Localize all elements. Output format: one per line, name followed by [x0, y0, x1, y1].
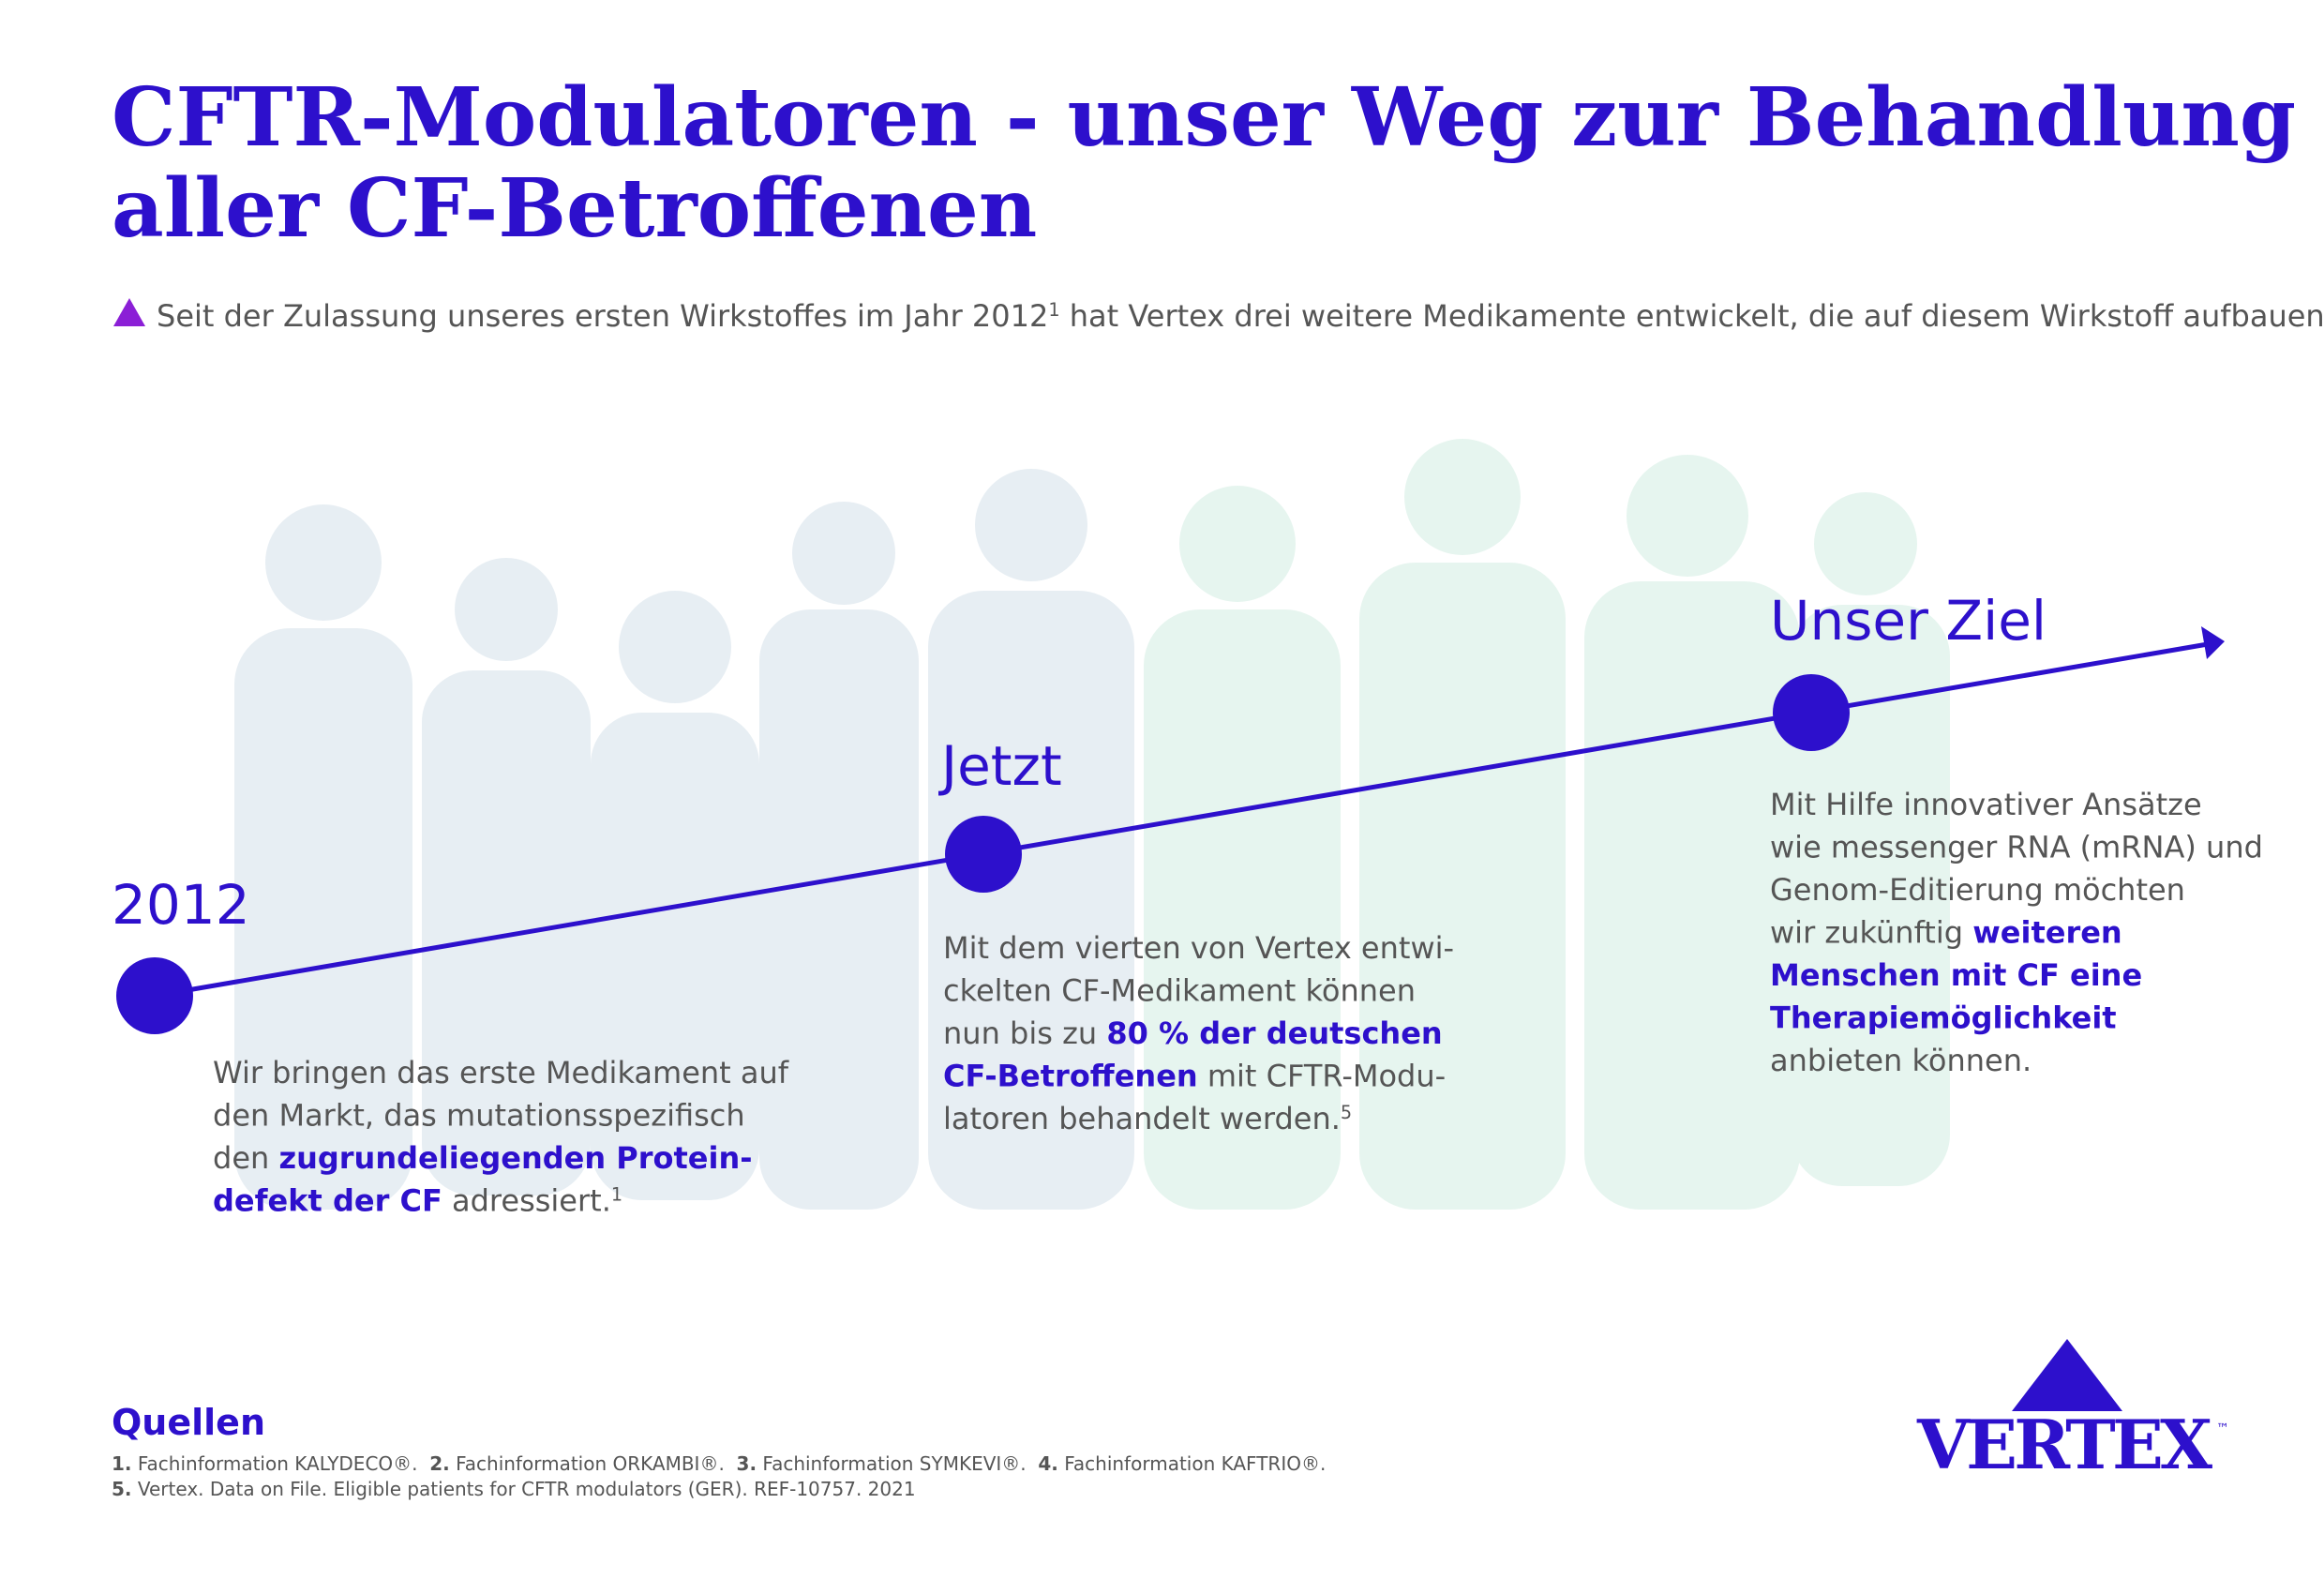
text-run: Wir bringen das erste Medikament auf — [213, 1055, 789, 1090]
text-run: defekt der CF — [213, 1183, 442, 1219]
milestone-text-line: CF-Betroffenen mit CFTR-Modu- — [943, 1059, 1446, 1094]
milestone-text-line: defekt der CF adressiert.1 — [213, 1183, 622, 1219]
logo-tm: ™ — [2216, 1421, 2229, 1436]
text-run: Vertex. Data on File. Eligible patients … — [132, 1478, 916, 1500]
text-run: latoren behandelt werden. — [943, 1101, 1341, 1136]
title-line: CFTR-Modulatoren - unser Weg zur Behandl… — [112, 70, 2296, 165]
milestone-label: 2012 — [112, 873, 250, 937]
text-run: Menschen mit CF eine — [1770, 957, 2142, 993]
text-run: Mit dem vierten von Vertex entwi- — [943, 930, 1454, 966]
timeline-node — [116, 957, 193, 1034]
text-run: 3. — [737, 1452, 757, 1475]
text-run: weiteren — [1972, 915, 2122, 951]
text-run: 4. — [1038, 1452, 1058, 1475]
text-run: 5. — [112, 1478, 132, 1500]
milestone-label: Jetzt — [938, 734, 1062, 798]
text-run: den — [213, 1140, 278, 1176]
milestone-text-line: wie messenger RNA (mRNA) und — [1770, 830, 2263, 865]
timeline — [154, 626, 2225, 999]
text-run: Fachinformation ORKAMBI®. — [450, 1452, 737, 1475]
text-run: hat Vertex drei weitere Medikamente entw… — [1060, 298, 2324, 334]
superscript: 5 — [1341, 1102, 1352, 1123]
milestone-text-line: Wir bringen das erste Medikament auf — [213, 1055, 789, 1090]
superscript: 1 — [611, 1183, 622, 1205]
timeline-node — [1773, 674, 1850, 751]
arrow-head — [2201, 626, 2225, 659]
text-run: Genom-Editierung möchten — [1770, 872, 2185, 908]
text-run: Fachinformation KALYDECO®. — [132, 1452, 430, 1475]
bullet-triangle — [113, 298, 145, 326]
text-run: mit CFTR-Modu- — [1198, 1059, 1447, 1094]
text-run: Therapiemöglichkeit — [1770, 1000, 2117, 1036]
milestone-text-line: latoren behandelt werden.5 — [943, 1101, 1352, 1136]
milestone-text-line: Mit dem vierten von Vertex entwi- — [943, 930, 1454, 966]
text-run: 80 % der deutschen — [1106, 1015, 1442, 1051]
source-line: 5. Vertex. Data on File. Eligible patien… — [112, 1478, 916, 1500]
title-line: aller CF-Betroffenen — [112, 161, 1037, 256]
milestone-text-line: wir zukünftig weiteren — [1770, 915, 2122, 951]
text-run: den Markt, das mutationsspezifisch — [213, 1098, 745, 1134]
text-run: 2. — [429, 1452, 450, 1475]
subtitle: Seit der Zulassung unseres ersten Wirkst… — [157, 298, 2324, 334]
milestone-text-line: Mit Hilfe innovativer Ansätze — [1770, 787, 2202, 822]
text-run: Fachinformation SYMKEVI®. — [757, 1452, 1038, 1475]
text-run: adressiert. — [442, 1183, 611, 1219]
text-run: wir zukünftig — [1770, 915, 1972, 951]
text-run: zugrundeliegenden Protein- — [278, 1140, 752, 1176]
text-run: Fachinformation KAFTRIO®. — [1058, 1452, 1326, 1475]
silhouettes — [234, 439, 1950, 1210]
text-run: ckelten CF-Medikament können — [943, 973, 1416, 1009]
milestone-text-line: Genom-Editierung möchten — [1770, 872, 2185, 908]
text-run: wie messenger RNA (mRNA) und — [1770, 830, 2263, 865]
text-run: CF-Betroffenen — [943, 1059, 1198, 1094]
milestone-label: Unser Ziel — [1770, 589, 2047, 653]
milestone-text-line: ckelten CF-Medikament können — [943, 973, 1416, 1009]
milestone-text-line: den Markt, das mutationsspezifisch — [213, 1098, 745, 1134]
milestone-text-line: Menschen mit CF eine — [1770, 957, 2142, 993]
text-run: nun bis zu — [943, 1015, 1106, 1051]
logo: VERTEX ™ — [1912, 1339, 2229, 1484]
sources-heading: Quellen — [112, 1402, 265, 1443]
text-run: Mit Hilfe innovativer Ansätze — [1770, 787, 2202, 822]
milestone-text-line: anbieten können. — [1770, 1043, 2032, 1078]
logo-text: VERTEX — [1916, 1405, 2212, 1484]
timeline-line — [154, 641, 2209, 999]
timeline-node — [945, 816, 1022, 893]
text-run: 1. — [112, 1452, 132, 1475]
text-run: Seit der Zulassung unseres ersten Wirkst… — [157, 298, 1048, 334]
superscript: 1 — [1048, 299, 1059, 321]
milestone-text-line: nun bis zu 80 % der deutschen — [943, 1015, 1443, 1051]
text-run: anbieten können. — [1770, 1043, 2032, 1078]
milestone-text-line: Therapiemöglichkeit — [1770, 1000, 2117, 1036]
milestone-text-line: den zugrundeliegenden Protein- — [213, 1140, 753, 1176]
source-line: 1. Fachinformation KALYDECO®. 2. Fachinf… — [112, 1452, 1326, 1475]
